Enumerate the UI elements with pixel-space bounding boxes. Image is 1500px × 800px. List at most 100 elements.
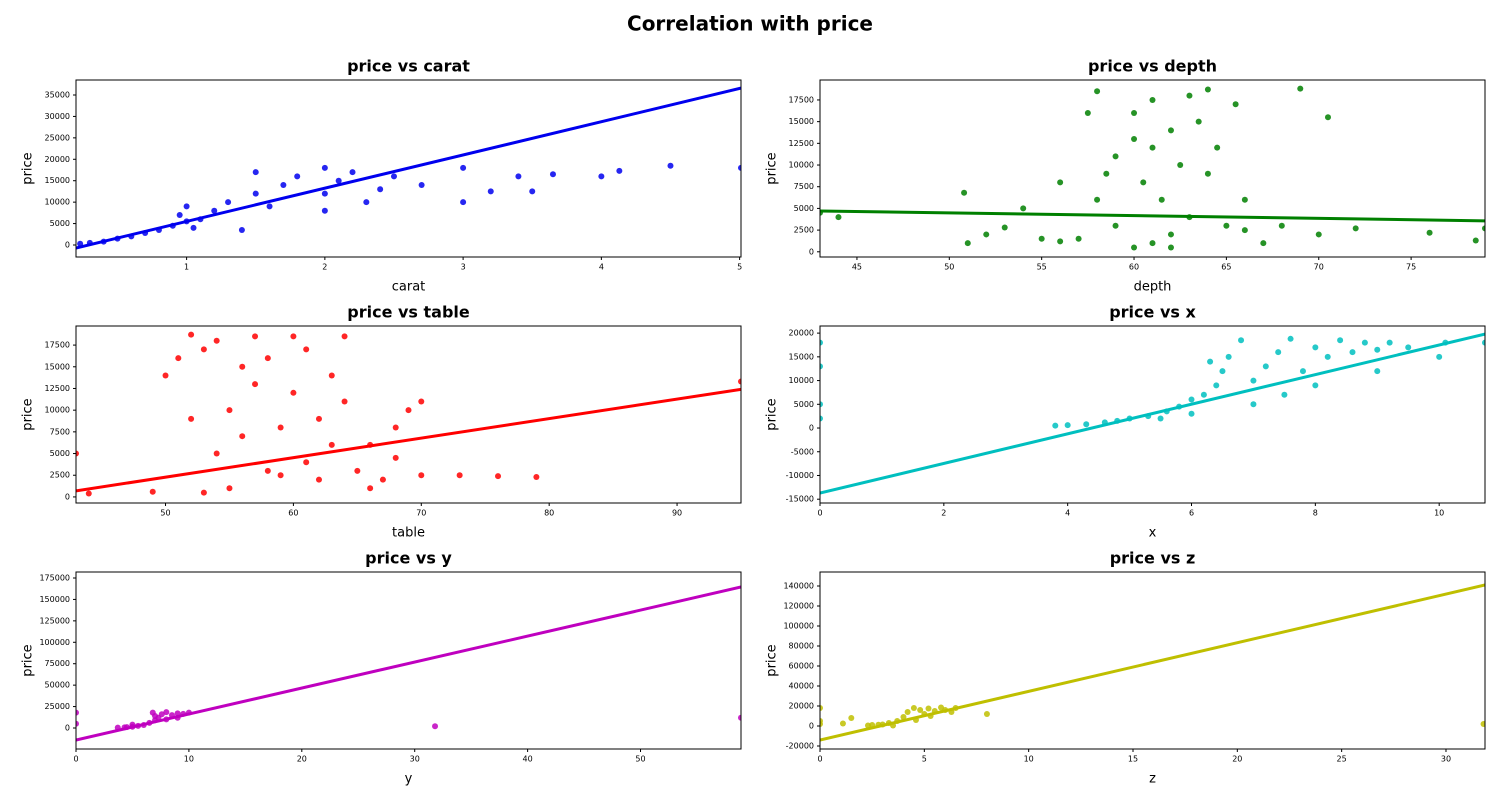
- point: [1057, 179, 1064, 186]
- point: [1001, 224, 1008, 231]
- point: [149, 709, 156, 716]
- point: [738, 164, 741, 171]
- point: [910, 705, 917, 711]
- point: [1064, 422, 1071, 429]
- point: [1200, 391, 1207, 398]
- x-tick-label: 8: [1313, 509, 1318, 518]
- point: [1361, 339, 1368, 346]
- point: [1188, 396, 1195, 403]
- x-tick-label: 55: [1037, 263, 1047, 272]
- x-tick-label: 70: [416, 509, 426, 518]
- point: [839, 720, 846, 727]
- point: [1112, 153, 1119, 160]
- x-tick-label: 10: [184, 755, 194, 764]
- point: [163, 709, 170, 716]
- point: [225, 199, 232, 206]
- point: [667, 162, 674, 169]
- point: [1250, 401, 1257, 408]
- y-tick-label: 35000: [45, 91, 70, 100]
- point: [456, 472, 463, 479]
- y-tick-label: 5000: [794, 400, 814, 409]
- regression-line: [820, 583, 1485, 742]
- point: [377, 186, 384, 193]
- point: [213, 450, 220, 457]
- y-tick-label: 15000: [789, 352, 814, 361]
- x-tick-label: 65: [1221, 263, 1231, 272]
- point: [900, 714, 907, 720]
- x-tick-label: 60: [288, 509, 298, 518]
- point: [835, 214, 842, 221]
- y-tick-label: 12500: [789, 139, 814, 148]
- point: [820, 363, 823, 370]
- point: [405, 407, 412, 414]
- y-tick-label: 100000: [39, 638, 70, 647]
- point: [820, 721, 823, 727]
- point: [1204, 86, 1211, 93]
- point: [964, 240, 971, 247]
- y-tick-label: 150000: [39, 595, 70, 604]
- point: [158, 711, 165, 718]
- x-tick-label: 90: [672, 509, 682, 518]
- point: [917, 707, 924, 713]
- y-tick-label: 0: [809, 722, 814, 731]
- y-tick-label: 15000: [45, 176, 70, 185]
- x-tick-label: 4: [599, 263, 604, 272]
- point: [149, 488, 156, 495]
- point: [252, 190, 259, 197]
- point: [549, 171, 556, 178]
- y-axis-label: price: [765, 644, 780, 676]
- point: [392, 454, 399, 461]
- point: [188, 415, 195, 422]
- point: [213, 337, 220, 344]
- point: [200, 489, 207, 496]
- point: [1299, 368, 1306, 375]
- point: [418, 182, 425, 188]
- point: [188, 331, 195, 338]
- point: [1057, 238, 1064, 245]
- point: [1386, 339, 1393, 346]
- point: [162, 372, 169, 379]
- point: [598, 173, 605, 180]
- point: [1094, 196, 1101, 203]
- point: [328, 372, 335, 379]
- y-tick-label: 7500: [50, 427, 70, 436]
- regression-line: [820, 332, 1485, 495]
- subplot-title: price vs depth: [1088, 57, 1217, 76]
- point: [290, 333, 297, 340]
- x-tick-label: 5: [922, 755, 927, 764]
- point: [533, 473, 540, 480]
- point: [190, 224, 197, 231]
- point: [321, 207, 328, 214]
- point: [820, 415, 823, 422]
- plot-area: [820, 583, 1485, 742]
- y-tick-label: 15000: [789, 117, 814, 126]
- y-tick-label: 25000: [45, 702, 70, 711]
- point: [252, 333, 259, 340]
- point: [1337, 337, 1344, 344]
- point: [321, 190, 328, 197]
- point: [1158, 196, 1165, 203]
- x-tick-label: 70: [1314, 263, 1324, 272]
- y-tick-label: 10000: [789, 376, 814, 385]
- point: [321, 164, 328, 171]
- x-tick-label: 0: [73, 755, 78, 764]
- x-axis-label: y: [405, 772, 413, 787]
- point: [277, 472, 284, 479]
- y-tick-label: -10000: [786, 471, 814, 480]
- point: [1214, 144, 1221, 151]
- figure-title: Correlation with price: [627, 12, 873, 36]
- y-axis-label: price: [21, 644, 36, 676]
- point: [176, 212, 183, 218]
- x-axis-label: carat: [392, 280, 426, 295]
- point: [1149, 144, 1156, 151]
- point: [1188, 410, 1195, 417]
- subplot-title: price vs table: [347, 303, 470, 322]
- point: [264, 467, 271, 474]
- point: [1103, 170, 1110, 177]
- y-tick-label: 30000: [45, 112, 70, 121]
- x-tick-label: 0: [817, 755, 822, 764]
- plot-area: [76, 585, 741, 742]
- x-tick-label: 10: [1024, 755, 1034, 764]
- point: [1482, 339, 1485, 346]
- point: [1312, 382, 1319, 389]
